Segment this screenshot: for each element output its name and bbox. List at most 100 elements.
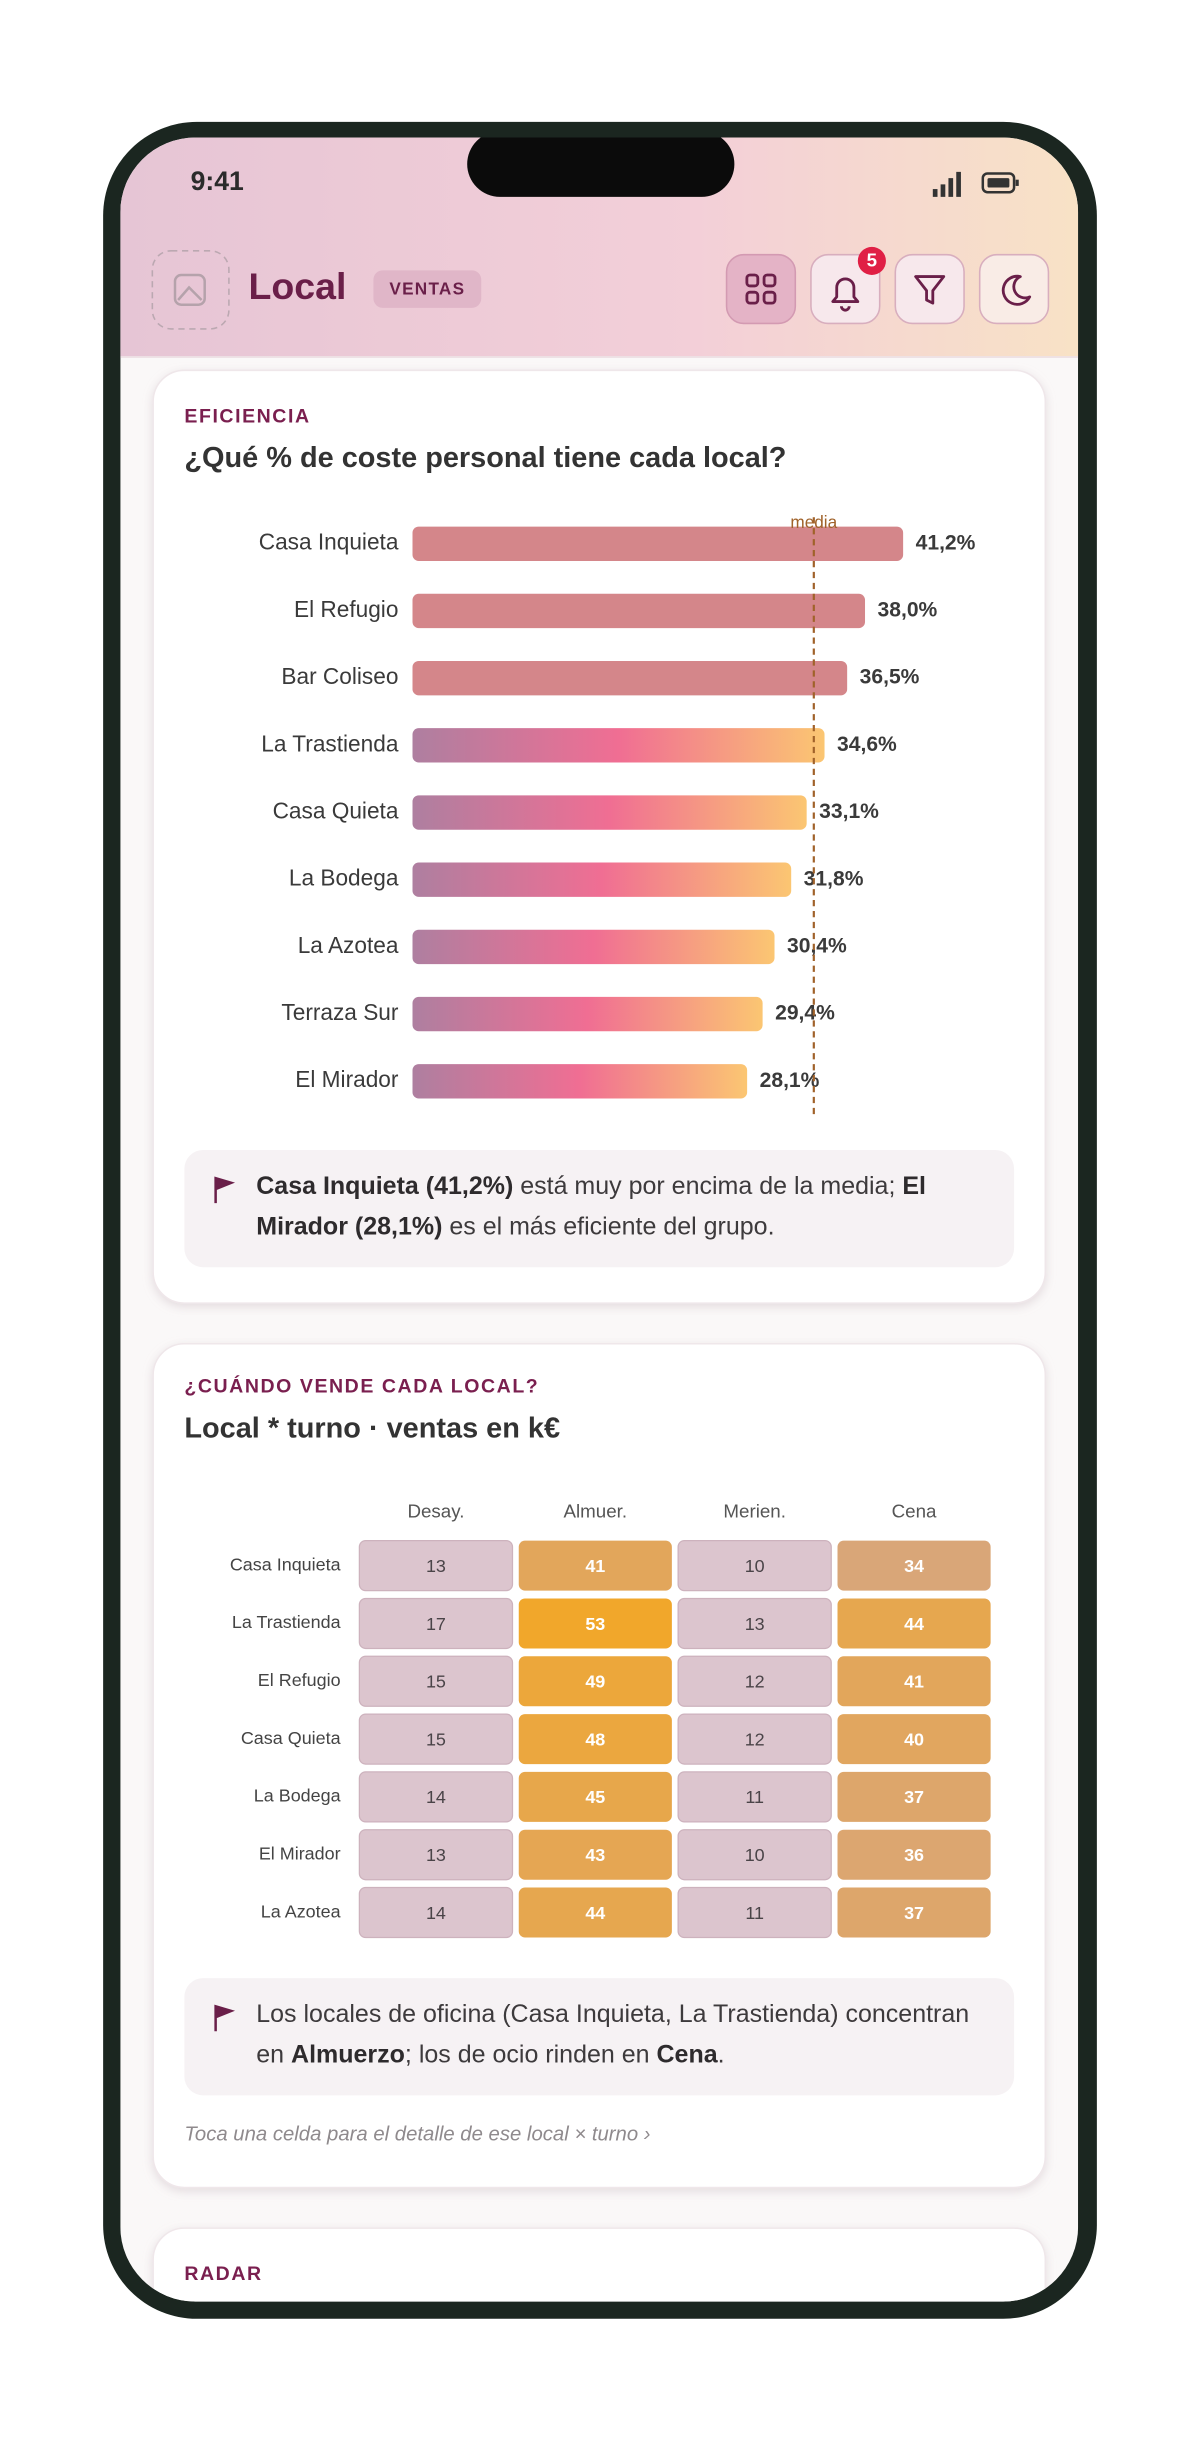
- row-label: La Azotea: [261, 1901, 341, 1921]
- heatmap-cell[interactable]: [837, 1771, 991, 1822]
- value-label: 36,5%: [860, 666, 920, 689]
- logo-placeholder[interactable]: [151, 250, 230, 330]
- status-time: 9:41: [191, 166, 244, 196]
- cell-value: 44: [904, 1614, 924, 1634]
- bar: [412, 526, 904, 561]
- heatmap-cell[interactable]: [518, 1887, 672, 1938]
- filter-button[interactable]: [894, 253, 965, 325]
- cell-value: 41: [585, 1556, 605, 1576]
- heatmap-cell[interactable]: [837, 1656, 991, 1707]
- cell-value: 45: [585, 1787, 605, 1807]
- heatmap-cell[interactable]: [518, 1656, 672, 1707]
- heatmap-cell[interactable]: [518, 1771, 672, 1822]
- cell-value: 14: [426, 1903, 446, 1923]
- heatmap-cell[interactable]: [837, 1714, 991, 1765]
- note-text: es el más eficiente del grupo.: [442, 1214, 775, 1241]
- cell-value: 13: [426, 1845, 446, 1865]
- cell-value: 13: [426, 1556, 446, 1576]
- note-box: [184, 1978, 1015, 2096]
- heatmap-cell[interactable]: [358, 1540, 514, 1592]
- value-label: 38,0%: [878, 599, 938, 622]
- badge-bg: [373, 270, 482, 308]
- row-label: Casa Quieta: [241, 1728, 341, 1748]
- heatmap-cell[interactable]: [518, 1540, 672, 1591]
- value-label: 33,1%: [819, 800, 879, 823]
- value-label: 31,8%: [804, 867, 864, 890]
- hint[interactable]: Toca una celda para el detalle de ese lo…: [184, 2121, 651, 2146]
- heatmap-cell[interactable]: [837, 1540, 991, 1591]
- bar-chart: Casa Inquieta 41,2% El Refugio 38,0% Bar Col…: [259, 512, 976, 1119]
- cell-value: 53: [585, 1614, 605, 1634]
- heatmap-cell[interactable]: [518, 1829, 672, 1880]
- value-label: 41,2%: [916, 531, 976, 554]
- row-label: El Refugio: [258, 1670, 341, 1690]
- heatmap-cell[interactable]: [837, 1829, 991, 1880]
- bar-label: Casa Quieta: [273, 797, 399, 823]
- bar: [412, 929, 775, 965]
- eyebrow: RADAR: [184, 2263, 262, 2285]
- heatmap-cell[interactable]: [518, 1714, 672, 1765]
- cell-value: 40: [904, 1729, 924, 1749]
- heatmap-cell[interactable]: [358, 1771, 514, 1823]
- heatmap-cell[interactable]: [677, 1829, 832, 1881]
- bar-label: El Mirador: [295, 1066, 399, 1092]
- cell-value: 43: [585, 1845, 605, 1865]
- cell-value: 10: [745, 1845, 765, 1865]
- heatmap-cell[interactable]: [358, 1597, 514, 1650]
- value-label: 30,4%: [787, 934, 847, 957]
- bar-label: El Refugio: [294, 596, 398, 622]
- heatmap-cell[interactable]: [358, 1713, 514, 1765]
- heatmap-cell[interactable]: [358, 1886, 514, 1939]
- cell-value: 12: [745, 1729, 765, 1749]
- notifications-button[interactable]: 5: [810, 246, 886, 325]
- flag-icon: [214, 1176, 236, 1204]
- bar: [412, 1064, 748, 1099]
- bar-label: Casa Inquieta: [259, 529, 399, 555]
- cell-value: 44: [585, 1903, 605, 1923]
- bar: [412, 862, 792, 897]
- cell-value: 11: [745, 1787, 764, 1807]
- value-label: 29,4%: [775, 1002, 835, 1025]
- heatmap-cell[interactable]: [677, 1886, 832, 1939]
- heatmap-cell[interactable]: [677, 1540, 832, 1592]
- note-text: está muy por encima de la media;: [513, 1173, 903, 1200]
- screen: 9:41 Local VENTAS 5: [120, 137, 1079, 2302]
- cell-value: 37: [904, 1903, 924, 1923]
- note-text: El Mirador (28,1%): [256, 1173, 927, 1241]
- flag-icon: [214, 2004, 236, 2032]
- app-title: Local: [248, 265, 346, 307]
- cell-value: 11: [745, 1903, 764, 1923]
- cell-value: 17: [426, 1614, 446, 1634]
- heatmap-cell[interactable]: [358, 1829, 514, 1881]
- bar: [412, 728, 825, 763]
- column-label: Almuer.: [564, 1500, 628, 1521]
- heatmap-cell[interactable]: [677, 1771, 832, 1823]
- bar: [412, 660, 848, 696]
- heatmap-cell[interactable]: [677, 1655, 832, 1707]
- grid-button[interactable]: [725, 253, 797, 325]
- cell-value: 10: [745, 1556, 765, 1576]
- card-title: Local * turno · ventas en k€: [184, 1412, 560, 1444]
- heatmap-cell[interactable]: [518, 1598, 672, 1649]
- heatmap-cell[interactable]: [677, 1597, 832, 1650]
- reference-label: media: [790, 512, 837, 532]
- heatmap-cell[interactable]: [837, 1598, 991, 1649]
- row-label: La Bodega: [254, 1786, 341, 1806]
- cell-value: 15: [426, 1729, 446, 1749]
- cell-value: 13: [745, 1614, 765, 1634]
- bar-label: La Trastienda: [261, 730, 399, 756]
- heatmap-cell[interactable]: [358, 1655, 514, 1707]
- note-text: Casa Inquieta (41,2%): [256, 1173, 514, 1200]
- cell-value: 37: [904, 1787, 924, 1807]
- note-text: Almuerzo: [291, 2042, 405, 2069]
- heatmap-cell[interactable]: [677, 1713, 832, 1765]
- battery-icon: [981, 172, 1019, 194]
- heatmap-cell[interactable]: [837, 1887, 991, 1938]
- card-title: ¿Qué % de coste personal tiene cada loca…: [184, 442, 786, 474]
- badge: VENTAS: [389, 278, 465, 298]
- note-text: .: [717, 2042, 725, 2069]
- theme-button[interactable]: [978, 253, 1050, 325]
- cell-value: 49: [585, 1672, 605, 1692]
